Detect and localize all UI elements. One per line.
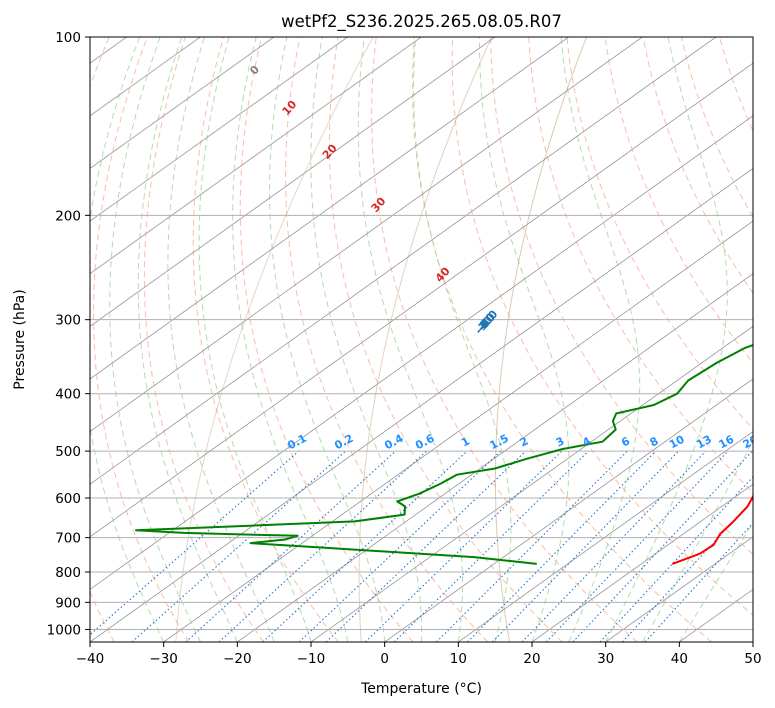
isotherm [90, 37, 422, 275]
pressure-gridlines [90, 37, 753, 630]
temperature-line [671, 494, 753, 565]
x-tick-label: −10 [297, 651, 326, 667]
isotherm [384, 378, 753, 642]
isotherm [90, 37, 275, 169]
moist-adiabat [109, 37, 201, 642]
isotherm [163, 220, 753, 642]
moist-adiabat [413, 37, 512, 642]
moist-adiabat [642, 438, 753, 642]
mixing-ratio-line [467, 450, 657, 642]
mixing-ratio-line [218, 450, 427, 642]
x-axis: −40 −30 −20 −10 0 10 20 30 40 50 [76, 642, 762, 667]
dry-adiabat [412, 37, 713, 642]
mixing-ratio-line [491, 450, 679, 642]
moist-adiabat [478, 37, 570, 642]
chart-title: wetPf2_S236.2025.265.08.05.R07 [281, 12, 562, 32]
x-tick-label: −20 [223, 651, 252, 667]
moist-adiabat [167, 37, 275, 642]
isotherm [90, 37, 643, 433]
dry-adiabat [490, 37, 753, 556]
profile-lines [135, 344, 753, 565]
mixing-ratio-line [90, 450, 300, 636]
x-tick-label: −30 [149, 651, 178, 667]
x-tick-label: 0 [380, 651, 389, 667]
isotherm [90, 115, 753, 590]
isotherm [90, 37, 496, 327]
isotherm [310, 325, 753, 642]
isotherm [90, 37, 348, 222]
mixing-ratio-line [185, 450, 396, 642]
isotherm [237, 273, 753, 642]
mixing-ratio-line [436, 450, 628, 642]
isotherm [90, 37, 569, 380]
plot-frame [89, 36, 754, 643]
moist-adiabat [605, 37, 728, 642]
mixing-ratio-label: 16 [717, 433, 737, 452]
moist-adiabat [357, 37, 464, 642]
y-tick-label: 700 [55, 531, 81, 547]
mixing-ratio-label: 13 [694, 433, 714, 452]
dewpoint-line [135, 344, 753, 565]
x-tick-label: 40 [671, 651, 688, 667]
reference-curve [358, 37, 493, 642]
y-tick-label: 100 [55, 30, 81, 46]
y-tick-label: 900 [55, 595, 81, 611]
dry-adiabat [528, 37, 753, 494]
moist-adiabat [310, 37, 423, 642]
dry-adiabat [328, 37, 563, 642]
mixing-ratio-line [262, 450, 468, 642]
y-tick-label: 500 [55, 444, 81, 460]
mixing-ratio-label: 20 [741, 433, 761, 452]
x-axis-title: Temperature (°C) [360, 681, 482, 697]
moist-adiabat [560, 37, 641, 642]
mixing-ratio-line [521, 450, 707, 642]
dry-adiabat [239, 37, 414, 642]
y-axis: 100 200 300 400 500 600 700 800 900 1000 [47, 30, 90, 638]
y-tick-label: 1000 [47, 622, 81, 638]
mixing-ratio-label: 10 [667, 433, 687, 452]
mixing-ratio-line [644, 522, 753, 642]
x-tick-label: 30 [597, 651, 614, 667]
moist-adiabat [90, 37, 165, 642]
isotherm [531, 483, 753, 642]
dry-adiabat [566, 37, 753, 430]
moist-adiabat [269, 37, 386, 642]
dry-adiabat [451, 37, 753, 616]
x-tick-label: −40 [76, 651, 105, 667]
isotherm [90, 37, 717, 485]
x-tick-label: 50 [744, 651, 761, 667]
dry-adiabat [93, 37, 190, 642]
isotherm [458, 430, 753, 642]
y-tick-label: 300 [55, 313, 81, 329]
x-tick-label: 20 [523, 651, 540, 667]
isotherm [90, 62, 753, 538]
y-tick-label: 200 [55, 208, 81, 224]
moist-adiabat [232, 37, 349, 642]
y-tick-label: 600 [55, 491, 81, 507]
isotherm [605, 536, 753, 642]
plot-area [90, 37, 753, 642]
isotherm [90, 167, 753, 642]
dry-adiabat [371, 37, 638, 642]
dry-adiabat [285, 37, 488, 642]
y-tick-label: 800 [55, 565, 81, 581]
mixing-ratio-line [393, 450, 589, 642]
moist-adiabat [137, 37, 238, 642]
dry-adiabat [143, 37, 264, 642]
reference-curve [175, 37, 374, 642]
y-tick-label: 400 [55, 387, 81, 403]
x-tick-label: 10 [450, 651, 467, 667]
mixing-ratio-line [364, 450, 563, 642]
y-axis-title: Pressure (hPa) [12, 289, 28, 389]
mixing-ratio-line [599, 476, 753, 642]
